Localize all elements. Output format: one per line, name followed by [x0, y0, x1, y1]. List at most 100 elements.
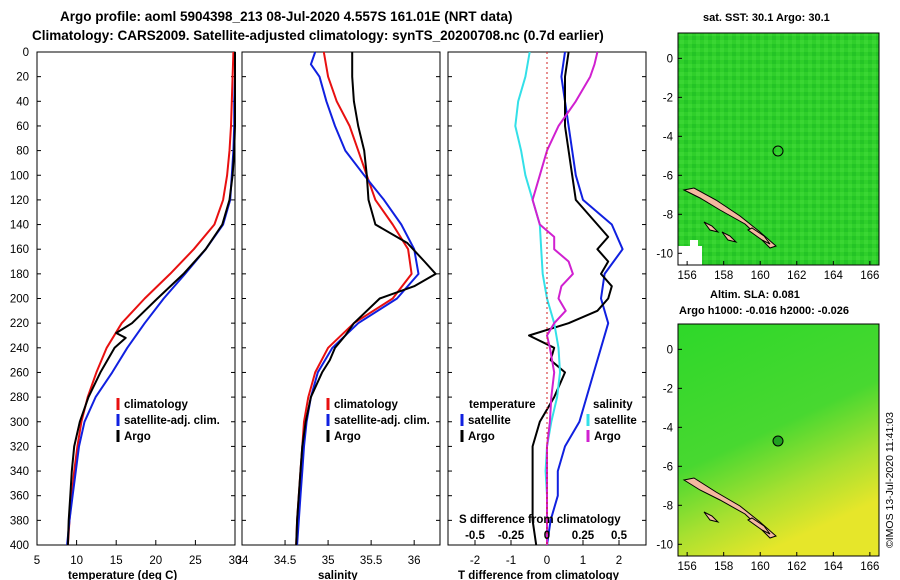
sla-map: [677, 323, 880, 557]
depth-tick-label: 80: [16, 146, 29, 158]
salinity-plot-frame: [241, 51, 441, 546]
map-lon-label: 162: [787, 270, 806, 282]
map-lon-label: 164: [824, 561, 844, 573]
sst-map-title: sat. SST: 30.1 Argo: 30.1: [703, 12, 830, 24]
legend-label-climatology: climatology: [124, 399, 189, 411]
map-lat-label: -8: [663, 500, 673, 512]
x-tick-label: 15: [110, 555, 123, 567]
depth-tick-label: 280: [10, 392, 29, 404]
map-lon-label: 156: [678, 270, 697, 282]
x-tick-label: 30: [229, 555, 242, 567]
series-line-t-satellite: [546, 51, 624, 546]
salinity-plot: 34 34.5 35 35.5 36: [236, 51, 440, 567]
map-lon-label: 160: [751, 561, 770, 573]
sla-map-title-2: Argo h1000: -0.016 h2000: -0.026: [679, 305, 849, 317]
series-line-satellite-adj-clim-: [66, 52, 236, 546]
map-lon-label: 158: [714, 561, 733, 573]
x-tick-label: 35.5: [360, 555, 382, 567]
map-lon-label: 160: [751, 270, 770, 282]
x-tick-label: 10: [70, 555, 83, 567]
x-tick-label: 34.5: [274, 555, 296, 567]
legend-head-salinity: salinity: [593, 399, 633, 411]
s-diff-tick-label: 0.5: [611, 530, 628, 542]
x-tick-label: 34: [236, 555, 249, 567]
map-lon-label: 164: [824, 270, 844, 282]
s-diff-tick-label: 0.25: [572, 530, 595, 542]
t-difference-axis-label: T difference from climatology: [458, 570, 620, 580]
temperature-plot-frame: [36, 51, 236, 546]
map-lat-label: -8: [663, 209, 673, 221]
depth-tick-label: 0: [23, 47, 29, 59]
x-tick-label: 35: [322, 555, 335, 567]
x-tick-label: -2: [470, 555, 480, 567]
x-tick-label: 5: [34, 555, 40, 567]
depth-tick-label: 100: [10, 170, 29, 182]
x-tick-label: -1: [506, 555, 516, 567]
depth-tick-label: 240: [10, 343, 29, 355]
argo-location-marker: [772, 435, 784, 447]
map-lat-label: -6: [663, 170, 673, 182]
series-line-climatology: [66, 51, 235, 546]
x-tick-label: 20: [149, 555, 162, 567]
legend-label-t-argo: Argo: [468, 431, 495, 443]
depth-tick-label: 160: [10, 244, 29, 256]
map-lat-label: -10: [656, 248, 673, 260]
x-tick-label: 1: [580, 555, 586, 567]
map-lat-label: 0: [667, 344, 673, 356]
depth-tick-label: 220: [10, 318, 29, 330]
temperature-legend: climatology satellite-adj. clim. Argo: [116, 398, 220, 443]
legend-label-satellite-adj: satellite-adj. clim.: [334, 415, 430, 427]
argo-location-marker: [772, 145, 784, 157]
legend-label-s-satellite: satellite: [594, 415, 637, 427]
series-line-argo: [295, 52, 437, 546]
sst-map-axes: 156 158 160 162 164 166 0 -2 -4 -6 -8 -10: [656, 53, 879, 282]
solomon-islands-land: [682, 477, 777, 539]
salinity-axis-label: salinity: [318, 570, 358, 580]
series-line-satellite-adj-clim-: [296, 51, 420, 546]
map-lat-label: -2: [663, 92, 673, 104]
series-line-argo: [66, 52, 236, 546]
legend-head-temperature: temperature: [469, 399, 535, 411]
s-diff-tick-label: -0.5: [465, 530, 485, 542]
depth-tick-label: 120: [10, 195, 29, 207]
temperature-axis-label: temperature (deg C): [68, 570, 177, 580]
x-tick-label: 36: [408, 555, 421, 567]
sst-map: [677, 32, 880, 266]
map-lat-label: -2: [663, 383, 673, 395]
depth-tick-label: 380: [10, 515, 29, 527]
map-lon-label: 156: [678, 561, 697, 573]
legend-label-argo: Argo: [334, 431, 361, 443]
map-lat-label: -10: [656, 539, 673, 551]
salinity-legend: climatology satellite-adj. clim. Argo: [326, 398, 430, 443]
depth-tick-label: 400: [10, 540, 29, 552]
figure-title-line-1: Argo profile: aoml 5904398_213 08-Jul-20…: [60, 9, 512, 24]
legend-label-satellite-adj: satellite-adj. clim.: [124, 415, 220, 427]
depth-tick-label: 320: [10, 441, 29, 453]
depth-tick-label: 20: [16, 72, 29, 84]
map-lon-label: 158: [714, 270, 733, 282]
imos-timestamp: ©IMOS 13-Jul-2020 11:41:03: [884, 412, 896, 548]
legend-label-argo: Argo: [124, 431, 151, 443]
x-tick-label: 0: [544, 555, 550, 567]
depth-tick-label: 40: [16, 96, 29, 108]
depth-axis: 0 20 40 60 80 100 120 140 160 180 200 220 240 260 280 3…: [10, 47, 29, 552]
depth-tick-label: 340: [10, 466, 29, 478]
series-line-s-satellite: [514, 51, 561, 545]
sla-map-axes: 156 158 160 162 164 166 0 -2 -4 -6 -8 -10: [656, 344, 879, 573]
depth-tick-label: 260: [10, 367, 29, 379]
legend-label-s-argo: Argo: [594, 431, 621, 443]
sst-land-mask: [678, 187, 777, 265]
sla-map-title-1: Altim. SLA: 0.081: [710, 289, 800, 301]
map-lon-label: 166: [860, 561, 879, 573]
map-lat-label: -4: [663, 422, 674, 434]
depth-tick-label: 180: [10, 269, 29, 281]
depth-tick-label: 140: [10, 220, 29, 232]
map-lon-label: 166: [860, 270, 879, 282]
s-difference-ticks: -0.5 -0.25 0 0.25 0.5: [465, 530, 628, 542]
depth-tick-label: 300: [10, 417, 29, 429]
figure-title-line-2: Climatology: CARS2009. Satellite-adjuste…: [32, 28, 604, 43]
legend-label-t-satellite: satellite: [468, 415, 511, 427]
difference-plot: -2 -1 0 1 2: [448, 51, 646, 567]
temperature-plot: 5 10 15 20 25 30: [34, 51, 242, 567]
